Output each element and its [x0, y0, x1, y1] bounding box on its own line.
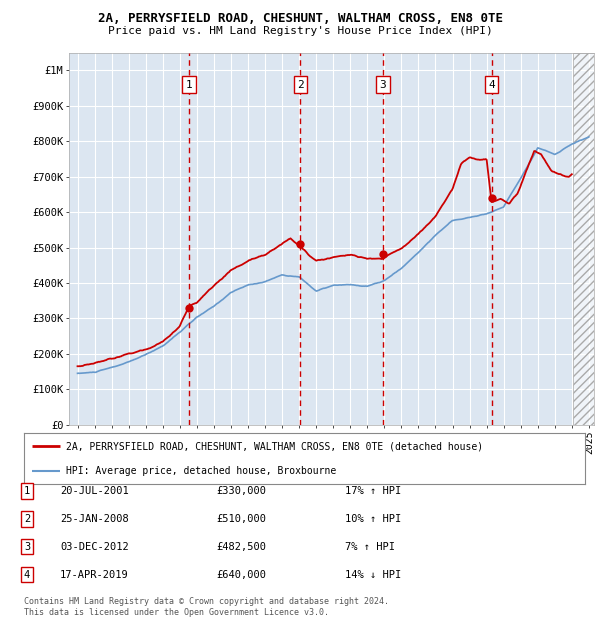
Text: 20-JUL-2001: 20-JUL-2001: [60, 486, 129, 496]
Text: £482,500: £482,500: [216, 542, 266, 552]
Text: £330,000: £330,000: [216, 486, 266, 496]
Text: 4: 4: [488, 79, 495, 89]
Text: 7% ↑ HPI: 7% ↑ HPI: [345, 542, 395, 552]
Bar: [573, 53, 594, 425]
Text: 10% ↑ HPI: 10% ↑ HPI: [345, 514, 401, 524]
Text: 2A, PERRYSFIELD ROAD, CHESHUNT, WALTHAM CROSS, EN8 0TE (detached house): 2A, PERRYSFIELD ROAD, CHESHUNT, WALTHAM …: [66, 441, 483, 451]
Text: 2A, PERRYSFIELD ROAD, CHESHUNT, WALTHAM CROSS, EN8 0TE: 2A, PERRYSFIELD ROAD, CHESHUNT, WALTHAM …: [97, 12, 503, 25]
Text: 2: 2: [24, 514, 30, 524]
Text: Contains HM Land Registry data © Crown copyright and database right 2024.
This d: Contains HM Land Registry data © Crown c…: [24, 598, 389, 617]
Text: 4: 4: [24, 570, 30, 580]
Text: HPI: Average price, detached house, Broxbourne: HPI: Average price, detached house, Brox…: [66, 466, 337, 476]
Text: 1: 1: [24, 486, 30, 496]
Text: 1: 1: [186, 79, 193, 89]
Text: £640,000: £640,000: [216, 570, 266, 580]
Text: Price paid vs. HM Land Registry's House Price Index (HPI): Price paid vs. HM Land Registry's House …: [107, 26, 493, 36]
Text: 3: 3: [24, 542, 30, 552]
Text: 17% ↑ HPI: 17% ↑ HPI: [345, 486, 401, 496]
Text: 2: 2: [297, 79, 304, 89]
Text: 25-JAN-2008: 25-JAN-2008: [60, 514, 129, 524]
Text: 14% ↓ HPI: 14% ↓ HPI: [345, 570, 401, 580]
Text: 3: 3: [380, 79, 386, 89]
Bar: [573, 53, 594, 425]
Text: 03-DEC-2012: 03-DEC-2012: [60, 542, 129, 552]
Text: 17-APR-2019: 17-APR-2019: [60, 570, 129, 580]
Text: £510,000: £510,000: [216, 514, 266, 524]
